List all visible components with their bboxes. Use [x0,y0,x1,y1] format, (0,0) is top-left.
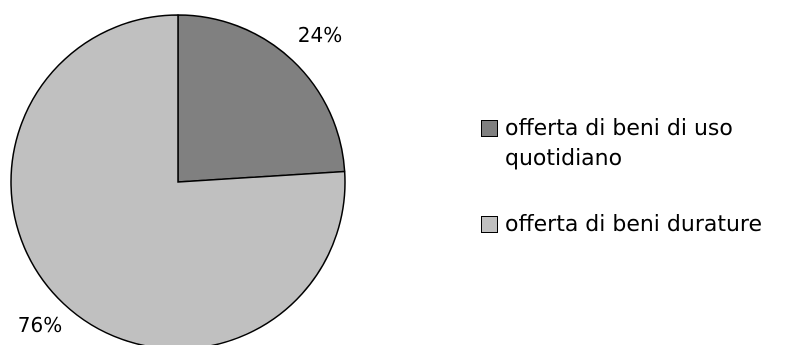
pie-slice-1 [10,14,346,345]
pie-value-label-0: 24% [298,23,342,47]
legend: offerta di beni di uso quotidiano offert… [481,114,781,276]
legend-swatch-quotidiano [481,120,498,137]
legend-label-quotidiano: offerta di beni di uso quotidiano [505,116,733,171]
legend-item-durature: offerta di beni durature [481,210,781,240]
legend-label-durature: offerta di beni durature [505,212,763,237]
pie-value-label-1: 76% [18,313,62,337]
pie-slice-0 [177,14,346,183]
legend-item-quotidiano: offerta di beni di uso quotidiano [481,114,781,174]
legend-swatch-durature [481,216,498,233]
